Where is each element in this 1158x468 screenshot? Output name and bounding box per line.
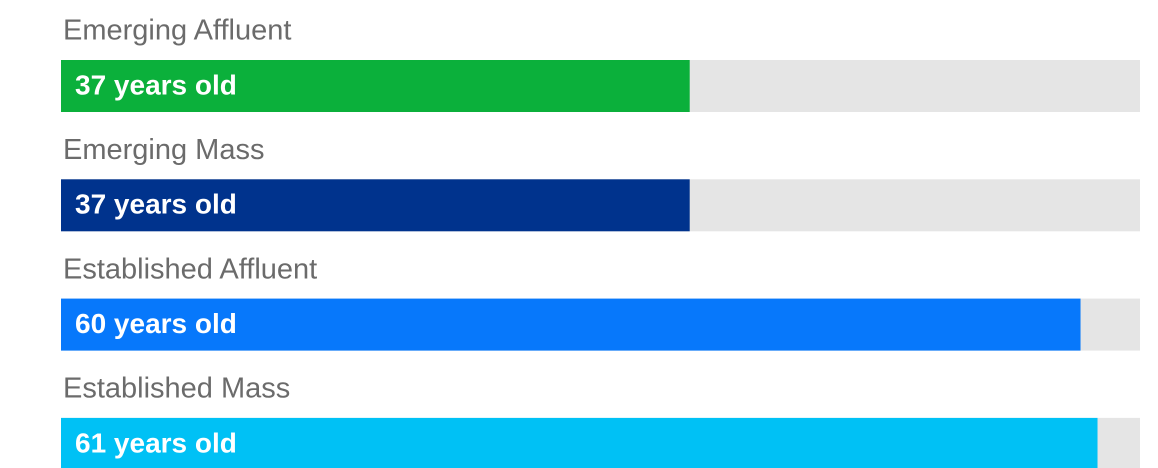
bar — [61, 298, 1081, 351]
value-label: 61 years old — [75, 427, 237, 458]
value-label: 37 years old — [75, 69, 237, 100]
bar — [61, 179, 690, 232]
category-label: Emerging Affluent — [63, 15, 291, 47]
category-label: Established Affluent — [63, 253, 317, 285]
bar — [61, 417, 1098, 468]
category-label: Emerging Mass — [63, 134, 264, 166]
category-label: Established Mass — [63, 373, 290, 405]
bar — [61, 60, 690, 112]
value-label: 37 years old — [75, 189, 237, 220]
value-label: 60 years old — [75, 308, 237, 339]
